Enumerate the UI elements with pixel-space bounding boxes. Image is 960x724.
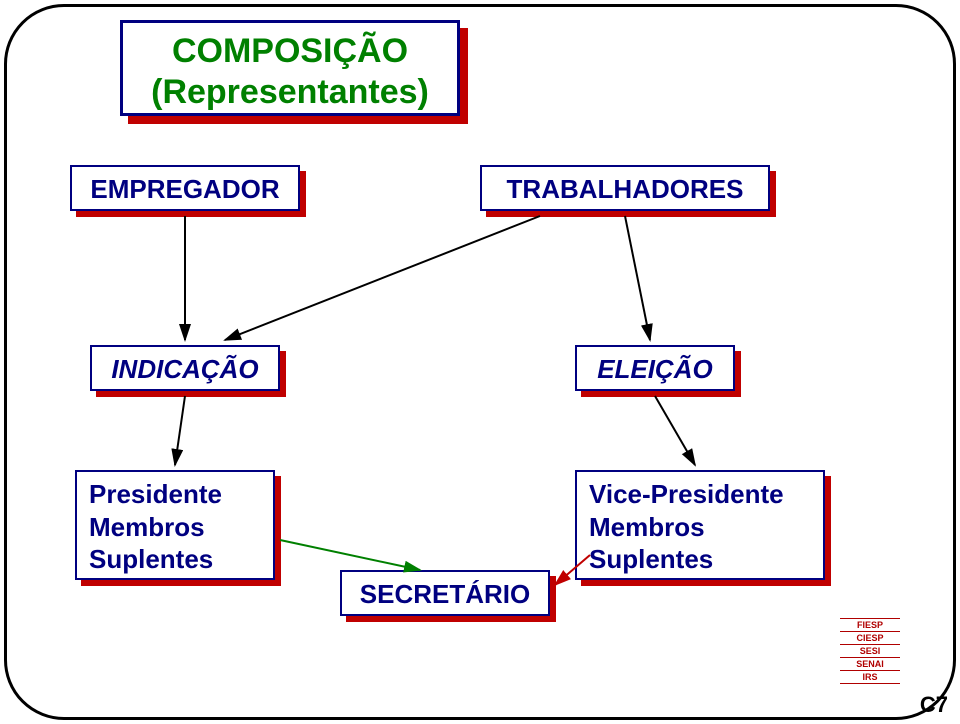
vice-line1: Vice-Presidente (589, 478, 811, 511)
presidente-line3: Suplentes (89, 543, 261, 576)
logo-sesi: SESI (840, 644, 900, 657)
logo-fiesp: FIESP (840, 618, 900, 631)
trabalhadores-node: TRABALHADORES (480, 165, 770, 211)
presidente-line1: Presidente (89, 478, 261, 511)
presidente-line2: Membros (89, 511, 261, 544)
presidente-node: Presidente Membros Suplentes (75, 470, 275, 580)
eleicao-node: ELEIÇÃO (575, 345, 735, 391)
logo-ciesp: CIESP (840, 631, 900, 644)
indicacao-node: INDICAÇÃO (90, 345, 280, 391)
indicacao-label: INDICAÇÃO (111, 354, 258, 384)
title-box: COMPOSIÇÃO (Representantes) (120, 20, 460, 116)
vice-line2: Membros (589, 511, 811, 544)
logo-senai: SENAI (840, 657, 900, 670)
logo-irs: IRS (840, 670, 900, 684)
secretario-label: SECRETÁRIO (360, 579, 530, 609)
logo-stack: FIESP CIESP SESI SENAI IRS (840, 618, 900, 684)
vice-node: Vice-Presidente Membros Suplentes (575, 470, 825, 580)
secretario-node: SECRETÁRIO (340, 570, 550, 616)
empregador-label: EMPREGADOR (90, 174, 279, 204)
title-line2: (Representantes) (143, 72, 437, 113)
vice-line3: Suplentes (589, 543, 811, 576)
empregador-node: EMPREGADOR (70, 165, 300, 211)
page-number: C7 (920, 692, 948, 718)
title-line1: COMPOSIÇÃO (143, 31, 437, 72)
trabalhadores-label: TRABALHADORES (507, 174, 744, 204)
eleicao-label: ELEIÇÃO (597, 354, 713, 384)
